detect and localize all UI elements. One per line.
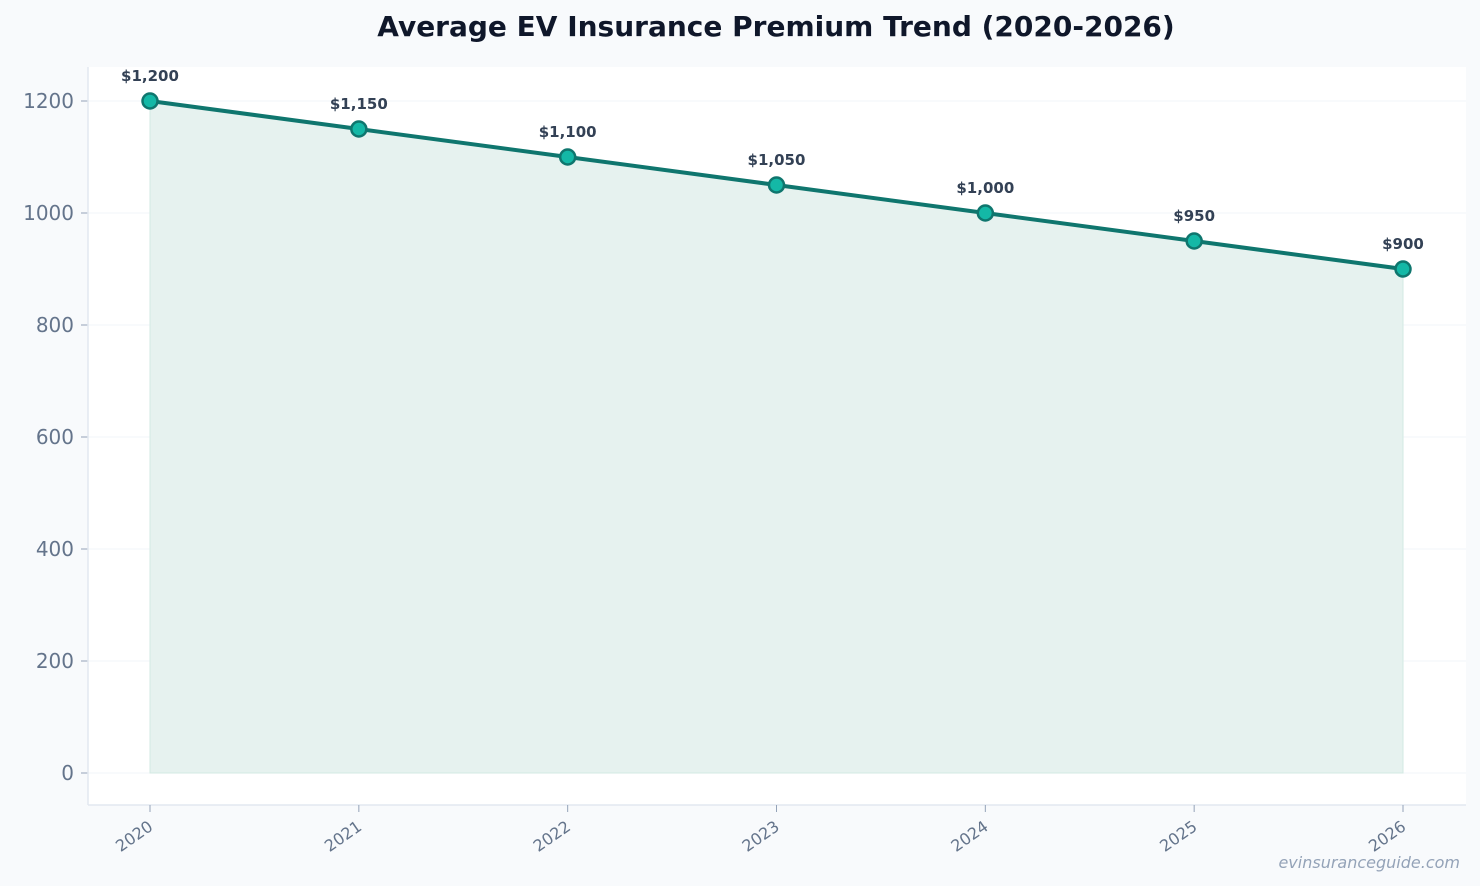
data-point — [141, 92, 159, 110]
series-layer — [141, 92, 1412, 278]
x-tick-label: 2024 — [947, 817, 991, 856]
data-point — [767, 176, 786, 194]
x-tick-label: 2025 — [1156, 817, 1200, 856]
data-point — [976, 204, 995, 222]
y-tick-label: 0 — [61, 761, 74, 785]
y-tick-label: 800 — [36, 313, 74, 337]
axes — [81, 67, 1466, 812]
x-tick-label: 2021 — [321, 817, 365, 856]
data-label: $1,100 — [539, 123, 597, 141]
data-label: $900 — [1382, 235, 1424, 253]
data-label: $1,000 — [956, 179, 1014, 197]
x-tick-label: 2020 — [112, 817, 156, 856]
y-tick-label: 400 — [36, 537, 74, 561]
y-tick-label: 200 — [36, 649, 74, 673]
data-point — [350, 120, 368, 138]
data-label: $950 — [1173, 207, 1215, 225]
data-label: $1,150 — [330, 95, 388, 113]
data-labels: $1,200 $1,150 $1,100 $1,050 $1,000 $950 $900 — [121, 67, 1424, 253]
data-point — [1185, 232, 1203, 250]
chart-title: Average EV Insurance Premium Trend (2020… — [377, 10, 1174, 43]
data-point — [1394, 260, 1412, 278]
data-label: $1,050 — [748, 151, 806, 169]
x-tick-label: 2026 — [1365, 817, 1409, 856]
x-tick-label: 2022 — [530, 817, 574, 856]
x-tick-label: 2023 — [739, 817, 783, 856]
y-tick-label: 1200 — [23, 89, 74, 113]
data-label: $1,200 — [121, 67, 179, 85]
y-tick-label: 1000 — [23, 201, 74, 225]
watermark: evinsuranceguide.com — [1278, 853, 1460, 872]
data-point — [558, 148, 577, 166]
y-tick-label: 600 — [36, 425, 74, 449]
